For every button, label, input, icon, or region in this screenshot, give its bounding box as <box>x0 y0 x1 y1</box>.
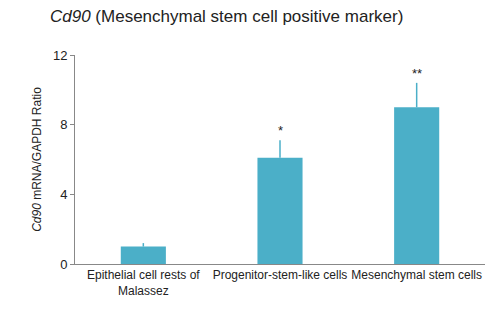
svg-text:Progenitor-stem-like cells: Progenitor-stem-like cells <box>213 268 348 282</box>
svg-text:8: 8 <box>60 117 67 132</box>
svg-text:Cd90 (Mesenchymal stem cell po: Cd90 (Mesenchymal stem cell positive mar… <box>50 7 403 26</box>
svg-text:4: 4 <box>60 187 67 202</box>
svg-text:Epithelial cell rests ofMalass: Epithelial cell rests ofMalassez <box>87 268 200 298</box>
svg-text:Mesenchymal stem cells: Mesenchymal stem cells <box>351 268 482 282</box>
svg-text:**: ** <box>412 66 422 81</box>
svg-text:12: 12 <box>53 48 67 63</box>
svg-text:0: 0 <box>60 257 67 272</box>
svg-text:Cd90 mRNA/GAPDH Ratio: Cd90 mRNA/GAPDH Ratio <box>30 87 44 232</box>
svg-text:*: * <box>278 123 283 138</box>
